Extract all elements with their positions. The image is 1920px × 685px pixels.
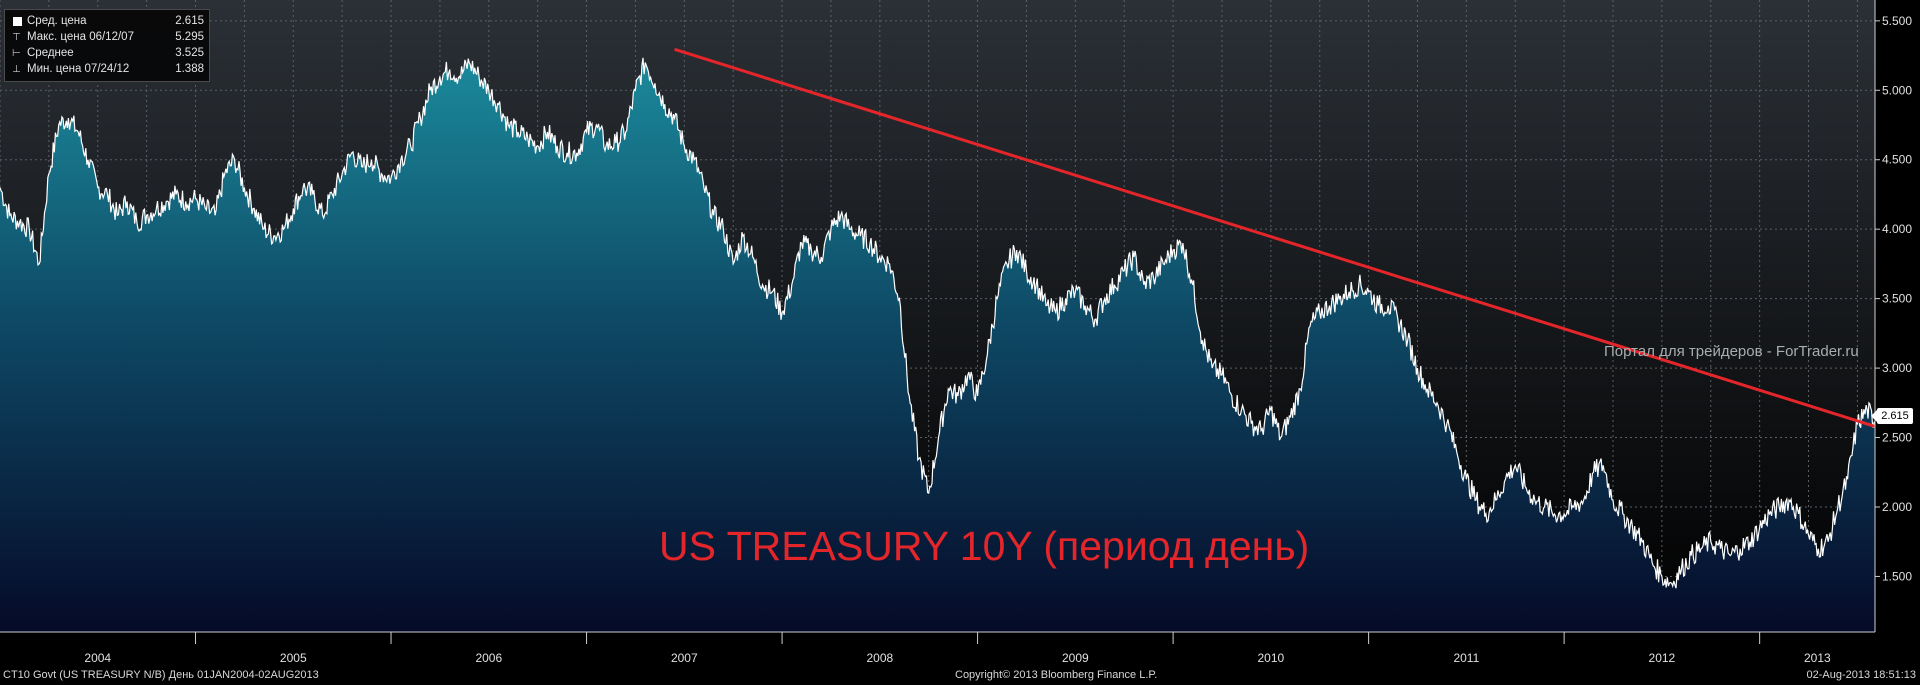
last-value-badge: 2.615 (1871, 408, 1913, 424)
max-marker-icon: ⊤ (12, 31, 21, 43)
legend-item-average: ⊢ Среднее 3.525 (12, 47, 204, 59)
y-axis: 1.500 2.000 2.500 3.000 3.500 4.000 4.500 5.000… (1874, 0, 1912, 632)
x-tick-label-2013: 2013 (1804, 651, 1831, 665)
trendline (674, 47, 1876, 428)
y-tick-label-8: 5.500 (1882, 14, 1912, 28)
price-area (0, 57, 1875, 633)
x-tick-label-2010: 2010 (1258, 651, 1285, 665)
legend-item-min-price: ⊥ Мин. цена 07/24/12 1.388 (12, 63, 204, 75)
square-icon (13, 16, 22, 26)
x-tick-label-2012: 2012 (1649, 651, 1676, 665)
y-tick-label-2: 2.500 (1882, 431, 1912, 445)
legend-item-avg-price: Сред. цена 2.615 (9, 13, 204, 29)
footer-timestamp: 02-Aug-2013 18:51:13 (1806, 669, 1916, 681)
footer-security-info: CT10 Govt (US TREASURY N/B) День 01JAN20… (3, 669, 319, 681)
y-tick-label-1: 2.000 (1882, 500, 1912, 514)
price-line (0, 57, 1876, 589)
average-marker-icon: ⊢ (12, 47, 21, 59)
legend-panel: Сред. цена 2.615 ⊤ Макс. цена 06/12/07 5… (4, 9, 210, 82)
x-tick-label-2011: 2011 (1453, 651, 1479, 665)
y-tick-label-7: 5.000 (1882, 83, 1912, 97)
min-marker-icon: ⊥ (12, 63, 21, 75)
legend-item-max-price: ⊤ Макс. цена 06/12/07 5.295 (12, 31, 204, 43)
x-tick-label-2004: 2004 (84, 651, 111, 665)
y-tick-label-0: 1.500 (1882, 569, 1912, 583)
x-tick-label-2008: 2008 (866, 651, 893, 665)
footer-copyright: Copyright© 2013 Bloomberg Finance L.P. (955, 669, 1158, 681)
y-tick-label-4: 3.500 (1882, 292, 1912, 306)
x-tick-label-2006: 2006 (475, 651, 502, 665)
x-tick-label-2007: 2007 (671, 651, 698, 665)
y-tick-label-3: 3.000 (1882, 361, 1912, 375)
x-axis: 2004 2005 2006 2007 2008 2009 2010 2011 2012 2013 (0, 631, 1875, 665)
x-tick-label-2005: 2005 (280, 651, 307, 665)
watermark-text: Портал для трейдеров - ForTrader.ru (1604, 343, 1859, 360)
chart-title: US TREASURY 10Y (период день) (659, 523, 1310, 569)
y-tick-label-6: 4.500 (1882, 153, 1912, 167)
x-tick-label-2009: 2009 (1062, 651, 1089, 665)
y-tick-label-5: 4.000 (1882, 222, 1912, 236)
